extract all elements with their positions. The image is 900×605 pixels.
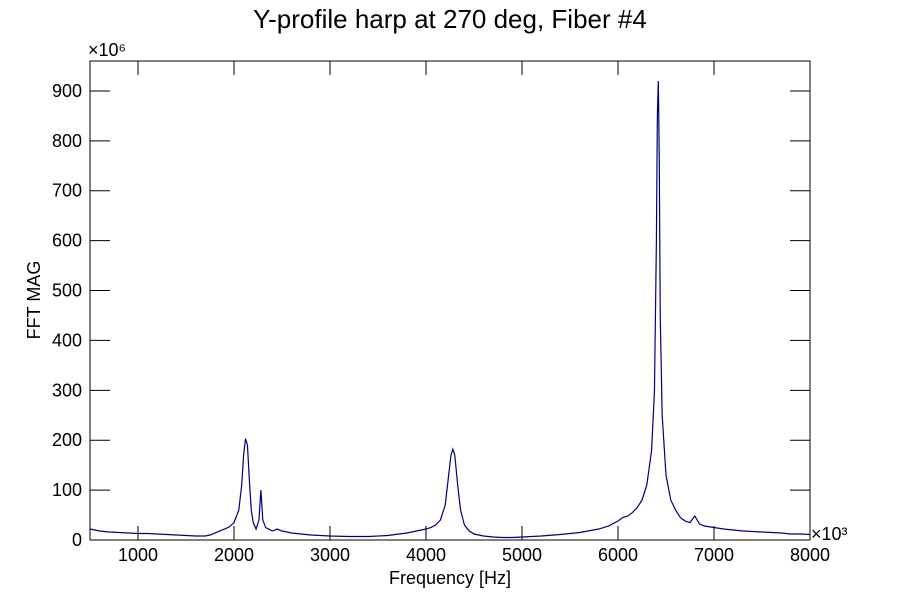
y-tick-label: 900 bbox=[52, 81, 82, 101]
x-axis-label: Frequency [Hz] bbox=[389, 568, 511, 588]
y-tick-label: 0 bbox=[72, 530, 82, 550]
y-tick-label: 100 bbox=[52, 480, 82, 500]
plot-frame bbox=[89, 60, 811, 541]
y-tick-label: 600 bbox=[52, 231, 82, 251]
y-tick-label: 800 bbox=[52, 131, 82, 151]
y-axis-label: FFT MAG bbox=[24, 261, 44, 340]
y-multiplier: ×10⁶ bbox=[88, 40, 126, 60]
x-multiplier: ×10³ bbox=[811, 524, 848, 544]
x-tick-label: 3000 bbox=[310, 545, 350, 565]
chart-title: Y-profile harp at 270 deg, Fiber #4 bbox=[253, 4, 647, 34]
data-line bbox=[89, 80, 811, 539]
y-tick-label: 400 bbox=[52, 330, 82, 350]
x-tick-label: 6000 bbox=[598, 545, 638, 565]
y-tick-label: 500 bbox=[52, 281, 82, 301]
y-tick-label: 700 bbox=[52, 181, 82, 201]
x-tick-label: 1000 bbox=[118, 545, 158, 565]
x-tick-label: 8000 bbox=[790, 545, 830, 565]
x-tick-label: 4000 bbox=[406, 545, 446, 565]
x-tick-label: 5000 bbox=[502, 545, 542, 565]
y-tick-label: 200 bbox=[52, 430, 82, 450]
x-tick-label: 7000 bbox=[694, 545, 734, 565]
y-tick-label: 300 bbox=[52, 380, 82, 400]
x-tick-label: 2000 bbox=[214, 545, 254, 565]
